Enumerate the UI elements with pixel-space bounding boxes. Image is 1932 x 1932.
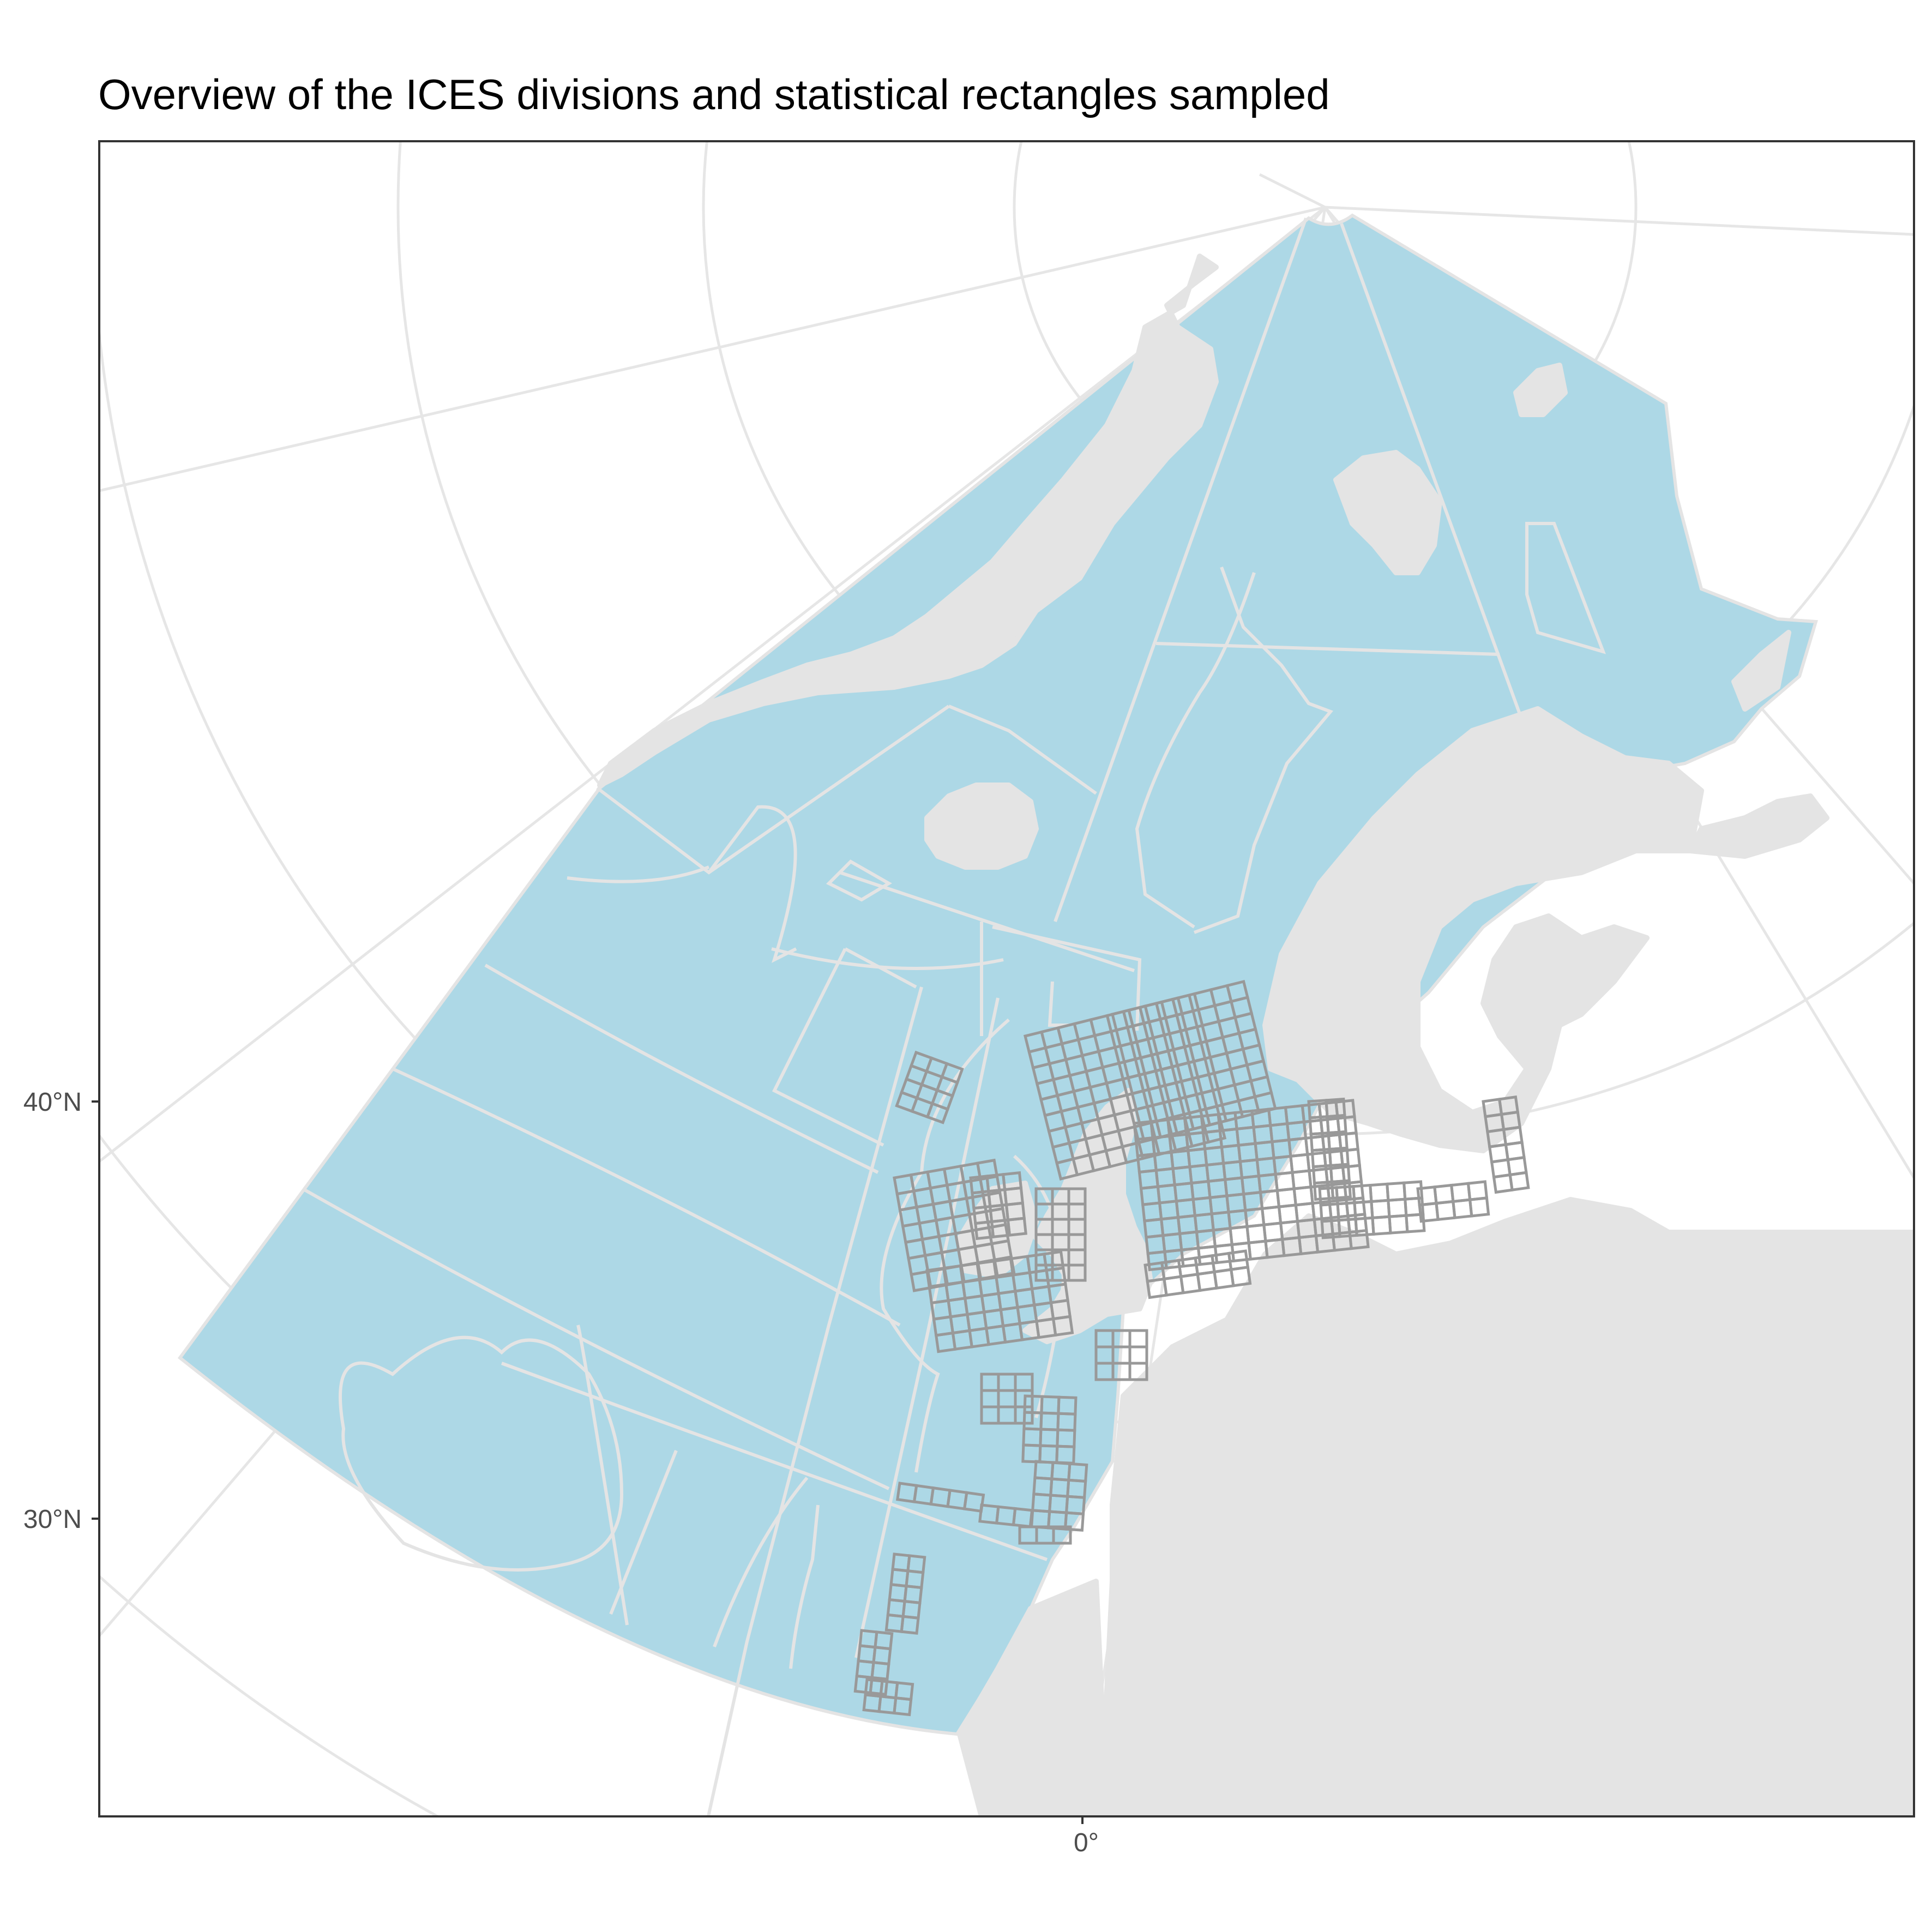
ices-division-boundaries	[302, 217, 1606, 1816]
sampled-rectangle	[1063, 1511, 1085, 1532]
sampled-rectangle	[962, 1491, 985, 1513]
sampled-rectangle	[1468, 1196, 1490, 1218]
sampled-rectangle	[1006, 1217, 1027, 1237]
rectangle-cluster	[1318, 1180, 1426, 1239]
panel-border	[98, 140, 1915, 1817]
rectangle-cluster	[884, 1552, 926, 1635]
rectangle-cluster	[1110, 979, 1277, 1143]
meridian-w60	[99, 206, 1326, 492]
continental-europe	[1099, 1197, 1914, 1816]
rectangle-cluster	[862, 1678, 914, 1717]
rectangle-cluster	[853, 1629, 894, 1696]
sampled-rectangle	[1128, 1362, 1148, 1381]
rectangle-cluster	[1034, 1187, 1087, 1282]
rectangle-cluster	[925, 1250, 1074, 1353]
sampled-rectangle	[1052, 1525, 1072, 1545]
y-axis: 40°N 30°N	[23, 1088, 99, 1534]
sampled-rectangle	[893, 1696, 913, 1717]
meridian-e100	[1259, 173, 1326, 209]
meridian-e80	[1325, 206, 1914, 236]
meridian-w40	[99, 206, 1326, 1163]
land-masses	[597, 254, 1914, 1816]
sampled-rectangle	[1229, 1265, 1252, 1287]
rectangle-cluster	[1482, 1095, 1530, 1194]
sampled-rectangle	[1348, 1229, 1370, 1250]
ices-area-sea	[177, 213, 1818, 1736]
x-axis: 0°	[1074, 1816, 1099, 1857]
y-tick-label-30: 30°N	[23, 1505, 82, 1534]
iceland	[924, 783, 1039, 870]
rectangle-cluster	[969, 1171, 1027, 1241]
rectangle-cluster	[1030, 1460, 1088, 1532]
sampled-rectangle	[1508, 1171, 1530, 1192]
iberia-corner	[957, 1579, 1110, 1816]
rectangle-cluster	[1018, 1525, 1072, 1545]
sampled-rectangle	[1067, 1263, 1087, 1282]
rectangle-cluster	[1307, 1097, 1352, 1201]
rectangle-cluster	[1143, 1249, 1252, 1299]
finland-kola	[1688, 793, 1829, 859]
rectangle-cluster	[1094, 1329, 1148, 1381]
sampled-rectangle	[1405, 1213, 1426, 1233]
sampled-rectangle	[900, 1615, 920, 1635]
sampled-rectangle	[1330, 1179, 1352, 1200]
sampled-rectangle	[869, 1676, 889, 1696]
rectangle-cluster	[896, 1482, 985, 1513]
rectangle-cluster	[895, 1050, 964, 1124]
franz-josef-land	[1513, 363, 1568, 417]
x-tick-label-0: 0°	[1074, 1828, 1099, 1857]
map-title: Overview of the ICES divisions and stati…	[98, 70, 1330, 118]
sampled-rectangle	[1051, 1315, 1074, 1337]
novaya-zemlya	[1731, 630, 1791, 712]
british-isles-great-britain	[1022, 1088, 1153, 1344]
rectangle-cluster	[1416, 1180, 1490, 1223]
svalbard	[1333, 450, 1442, 575]
sampled-rectangle	[925, 1102, 950, 1124]
sampled-statistical-rectangles	[853, 979, 1530, 1717]
rectangle-cluster	[1021, 1394, 1078, 1465]
greenland-coast	[597, 254, 1219, 788]
y-tick-label-40: 40°N	[23, 1088, 82, 1117]
